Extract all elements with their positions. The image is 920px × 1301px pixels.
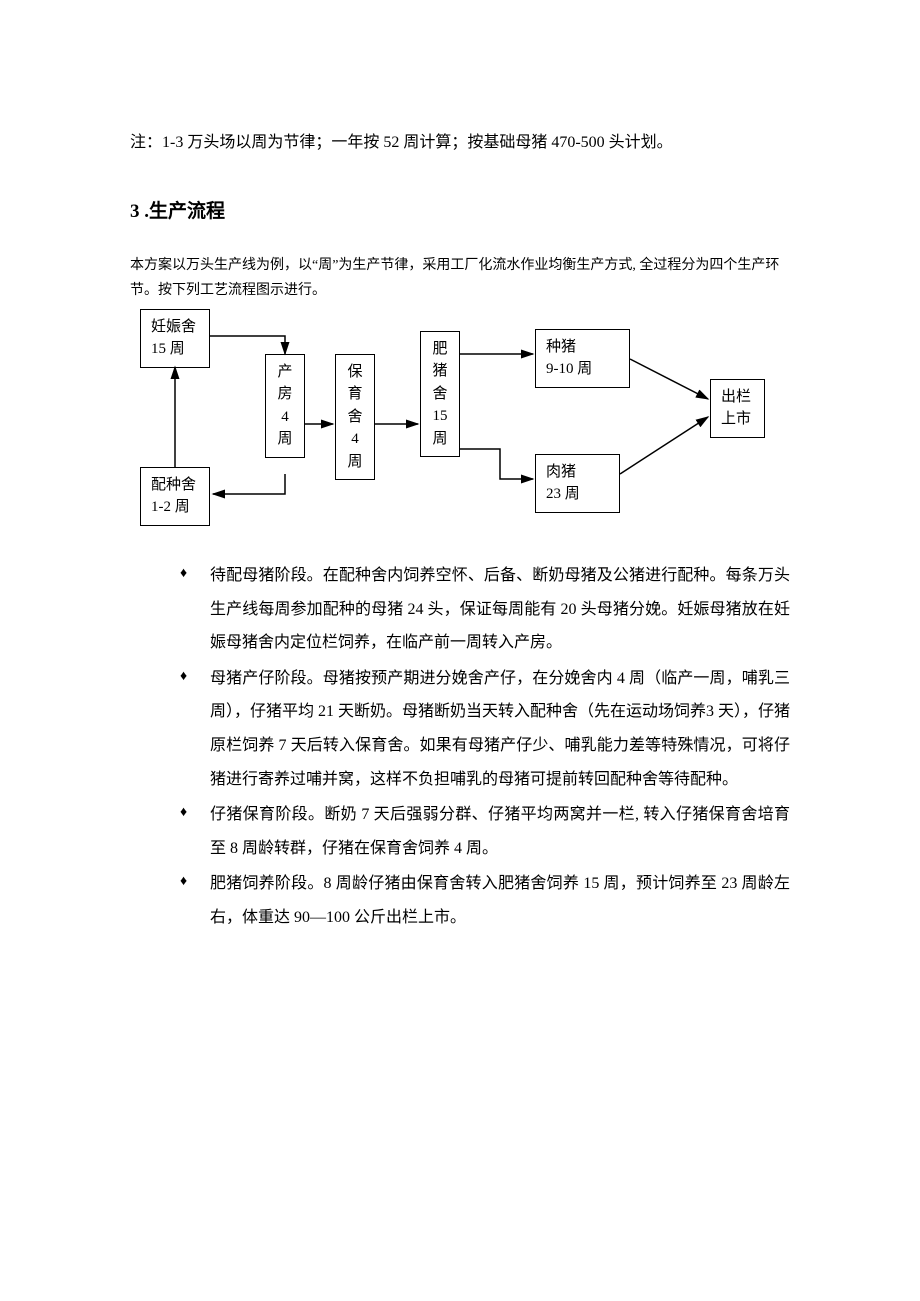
list-item: 仔猪保育阶段。断奶 7 天后强弱分群、仔猪平均两窝并一栏, 转入仔猪保育舍培育至… (180, 798, 790, 865)
section-number: 3 (130, 201, 140, 222)
process-flowchart: 妊娠舍 15 周 配种舍 1-2 周 产 房 4 周 保 育 舍 4 周 肥 猪… (140, 309, 800, 529)
list-item: 待配母猪阶段。在配种舍内饲养空怀、后备、断奶母猪及公猪进行配种。每条万头生产线每… (180, 559, 790, 660)
section-heading: 3 .生产流程 (130, 196, 790, 223)
list-item: 母猪产仔阶段。母猪按预产期进分娩舍产仔，在分娩舍内 4 周（临产一周，哺乳三周）… (180, 662, 790, 796)
flowchart-arrows (140, 309, 800, 529)
note-text: 注：1-3 万头场以周为节律；一年按 52 周计算；按基础母猪 470-500 … (130, 130, 790, 156)
stage-bullet-list: 待配母猪阶段。在配种舍内饲养空怀、后备、断奶母猪及公猪进行配种。每条万头生产线每… (180, 559, 790, 935)
list-item: 肥猪饲养阶段。8 周龄仔猪由保育舍转入肥猪舍饲养 15 周，预计饲养至 23 周… (180, 867, 790, 934)
intro-paragraph: 本方案以万头生产线为例，以“周”为生产节律，采用工厂化流水作业均衡生产方式, 全… (130, 253, 790, 303)
section-title: .生产流程 (144, 201, 225, 222)
